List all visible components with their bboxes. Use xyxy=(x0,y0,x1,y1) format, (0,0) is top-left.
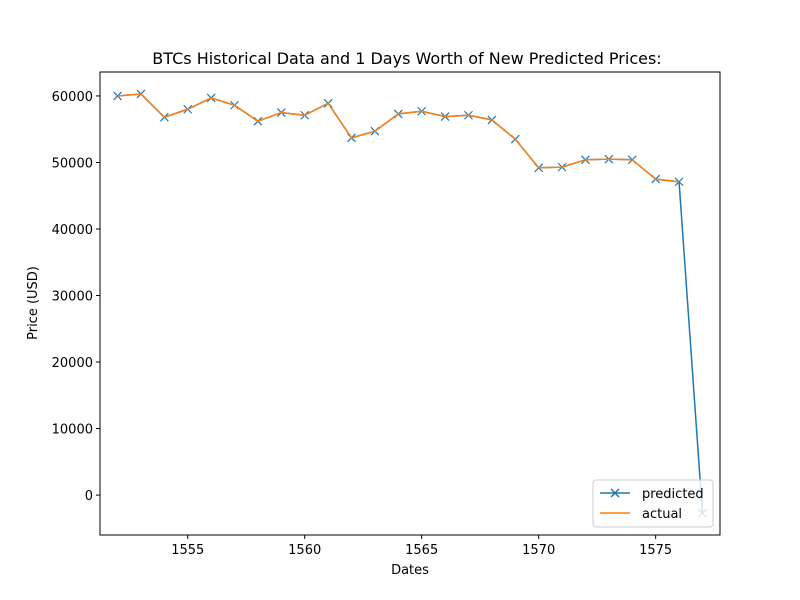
y-tick-label: 30000 xyxy=(52,290,93,305)
legend-predicted-label: predicted xyxy=(642,487,704,502)
x-axis-title: Dates xyxy=(391,563,429,578)
plot-area xyxy=(113,89,707,518)
y-tick-label: 60000 xyxy=(52,90,93,105)
y-tick-label: 40000 xyxy=(52,223,93,238)
y-tick-label: 50000 xyxy=(52,156,93,171)
x-tick-label: 1555 xyxy=(171,543,204,558)
legend-predicted-marker xyxy=(610,488,620,498)
legend-box xyxy=(592,479,714,528)
x-tick-label: 1560 xyxy=(288,543,321,558)
y-axis: 0 10000 20000 30000 40000 50000 60000 xyxy=(52,90,100,504)
x-axis: 1555 1560 1565 1570 1575 xyxy=(171,535,672,558)
x-tick-label: 1565 xyxy=(405,543,438,558)
y-tick-label: 10000 xyxy=(52,423,93,438)
y-axis-title: Price (USD) xyxy=(26,266,41,340)
data-point-predicted xyxy=(674,177,684,187)
data-point-predicted xyxy=(113,91,122,101)
chart-title: BTCs Historical Data and 1 Days Worth of… xyxy=(152,49,661,68)
x-tick-label: 1575 xyxy=(639,543,672,558)
y-tick-label: 0 xyxy=(85,489,93,504)
x-tick-label: 1570 xyxy=(522,543,555,558)
legend: predicted actual xyxy=(592,479,714,528)
y-tick-label: 20000 xyxy=(52,356,93,371)
axes-frame xyxy=(99,71,721,536)
legend-actual-label: actual xyxy=(642,507,682,522)
series-line-actual xyxy=(117,93,680,183)
